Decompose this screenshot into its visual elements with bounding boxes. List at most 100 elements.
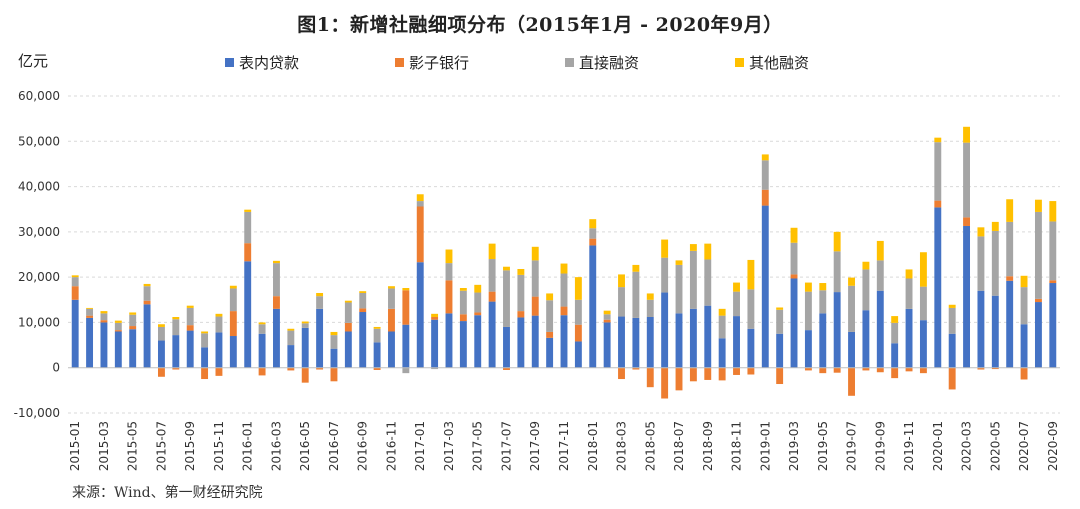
bar-segment (344, 331, 352, 368)
bar-segment (229, 288, 237, 312)
bar-segment (316, 367, 324, 370)
bar-segment (546, 293, 554, 301)
bar-segment (100, 322, 108, 368)
bar-segment (718, 308, 726, 316)
y-tick-label: -10,000 (14, 406, 60, 420)
bar-segment (747, 367, 755, 375)
bar-segment (157, 340, 165, 368)
bar-segment (618, 316, 625, 368)
bar-segment (689, 250, 697, 309)
bar-segment (114, 320, 122, 323)
bar-segment (675, 264, 683, 314)
bar-segment (977, 236, 985, 291)
bar-segment (474, 292, 482, 313)
bar-segment (689, 367, 697, 382)
bar-segment (244, 209, 252, 212)
bar-segment (919, 252, 927, 287)
bar-segment (503, 270, 510, 327)
bar-segment (503, 326, 510, 368)
bar-segment (632, 367, 640, 370)
bar-segment (86, 315, 94, 318)
chart-legend: 表内贷款 影子银行 直接融资 其他融资 (225, 52, 809, 73)
bar-segment (1049, 201, 1057, 222)
bar-segment (934, 207, 942, 368)
bar-segment (273, 263, 280, 297)
y-axis-unit-label: 亿元 (18, 52, 49, 70)
bar-segment (143, 286, 151, 301)
bar-segment (186, 305, 194, 308)
bar-segment (704, 259, 712, 306)
legend-item: 影子银行 (395, 52, 469, 73)
bar-segment (258, 367, 266, 376)
bar-segment (876, 367, 884, 373)
bar-segment (301, 323, 309, 328)
bar-segment (833, 367, 841, 373)
bar-segment (876, 240, 884, 261)
bar-segment (258, 324, 266, 334)
x-tick-label: 2015-01 (68, 421, 82, 471)
bar-segment (948, 307, 956, 334)
bar-segment (948, 304, 956, 308)
bar-segment (560, 273, 568, 307)
bar-segment (531, 296, 539, 316)
bar-segment (157, 324, 165, 327)
bar-segment (488, 259, 496, 292)
bar-segment (977, 227, 985, 237)
bar-segment (876, 260, 884, 291)
x-tick-label: 2017-05 (471, 421, 485, 471)
bar-segment (977, 290, 985, 368)
bar-segment (531, 260, 539, 297)
bar-segment (618, 367, 625, 380)
bar-segment (244, 243, 252, 262)
bar-segment (991, 221, 999, 231)
bar-segment (589, 238, 597, 246)
bar-segment (632, 271, 640, 318)
legend-item: 其他融资 (735, 52, 809, 73)
bar-segment (1049, 280, 1057, 284)
bar-segment (761, 160, 769, 190)
bar-segment (316, 292, 324, 297)
bar-segment (603, 322, 611, 368)
bar-segment (459, 314, 467, 322)
x-tick-label: 2020-05 (988, 421, 1002, 471)
bar-segment (517, 317, 525, 368)
bar-segment (761, 189, 769, 206)
bar-segment (373, 326, 381, 329)
x-tick-label: 2015-11 (212, 421, 226, 471)
bar-segment (143, 283, 151, 287)
bar-segment (143, 300, 151, 305)
bar-segment (388, 286, 395, 289)
bar-segment (689, 308, 697, 368)
bar-segment (143, 304, 151, 368)
bar-segment (258, 322, 266, 325)
bar-segment (244, 261, 252, 368)
bar-segment (1006, 221, 1014, 277)
bar-segment (733, 291, 740, 317)
x-tick-label: 2017-07 (499, 421, 513, 471)
bar-segment (919, 320, 927, 368)
bar-segment (1020, 287, 1028, 325)
x-tick-label: 2015-09 (183, 421, 197, 471)
bar-segment (919, 286, 927, 321)
bar-segment (373, 342, 381, 368)
bar-segment (848, 277, 855, 286)
bar-segment (776, 367, 784, 385)
bar-segment (172, 316, 180, 320)
x-tick-label: 2019-03 (787, 421, 801, 471)
bar-segment (186, 330, 194, 368)
bar-segment (373, 367, 381, 370)
x-tick-label: 2018-01 (586, 421, 600, 471)
bar-segment (819, 313, 827, 368)
bar-segment (905, 367, 913, 372)
bar-segment (129, 329, 137, 368)
bar-segment (359, 312, 367, 368)
bar-segment (129, 314, 137, 327)
x-tick-label: 2017-01 (413, 421, 427, 471)
bar-segment (646, 316, 654, 368)
y-tick-label: 30,000 (18, 225, 60, 239)
bar-segment (862, 367, 870, 371)
bar-segment (287, 328, 295, 331)
bar-segment (416, 262, 424, 368)
y-tick-label: 0 (52, 361, 60, 375)
bar-segment (934, 200, 942, 208)
